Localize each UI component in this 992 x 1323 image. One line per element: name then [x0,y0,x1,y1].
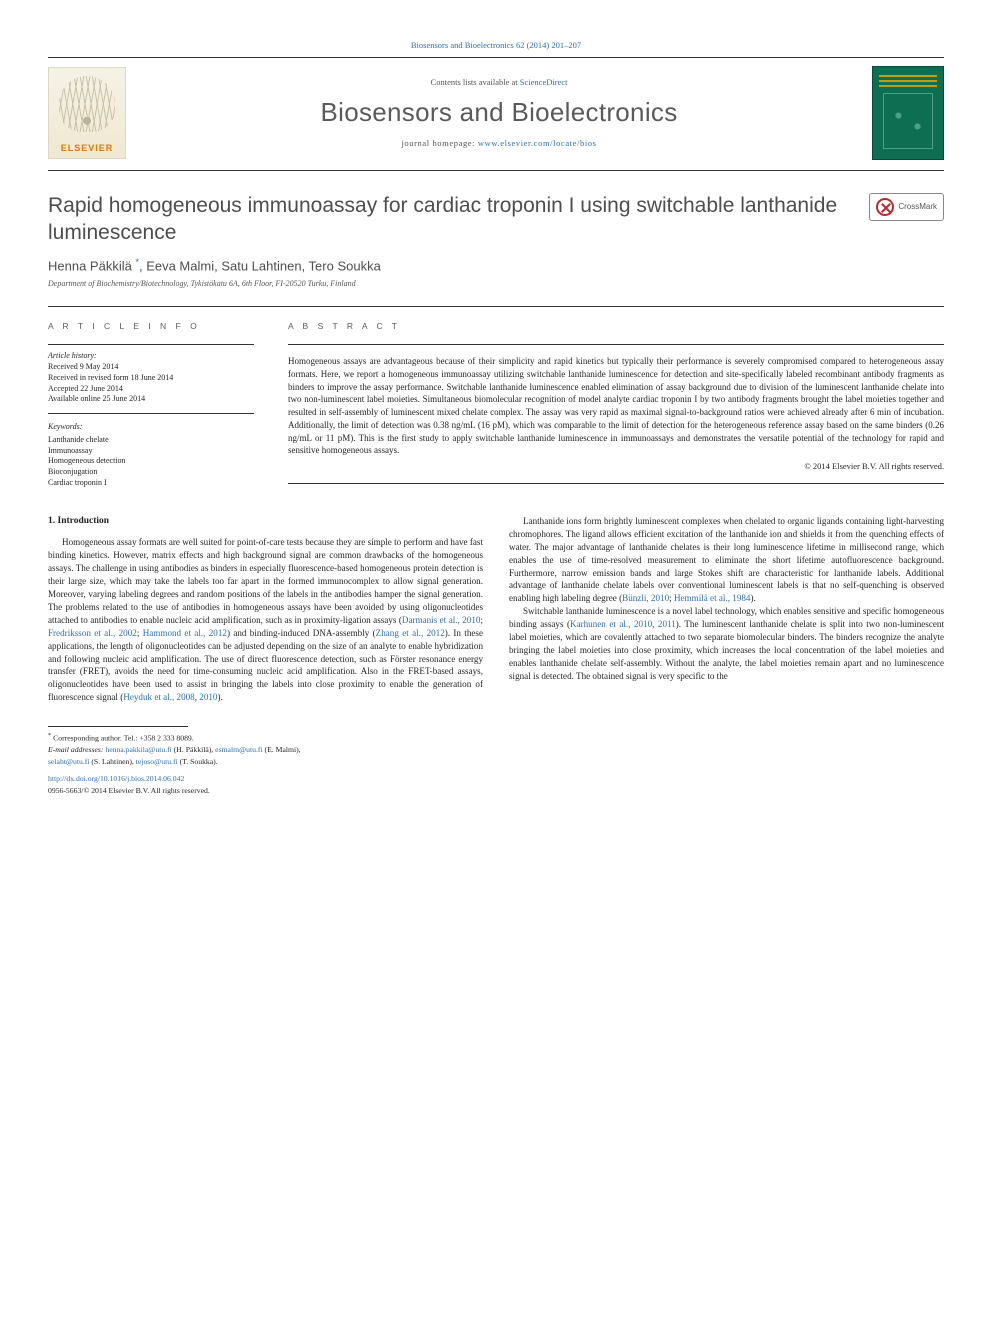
abstract-bottom-rule [288,483,944,484]
corr-text: Corresponding author. Tel.: +358 2 333 8… [53,734,194,743]
authors-rest: , Eeva Malmi, Satu Lahtinen, Tero Soukka [139,258,381,273]
contents-line: Contents lists available at ScienceDirec… [138,77,860,88]
email-link[interactable]: tejoso@utu.fi [136,757,178,766]
footnote-rule [48,726,188,727]
cite-link[interactable]: Heyduk et al., 2008 [123,692,194,702]
email-label: E-mail addresses: [48,745,105,754]
corr-mark-foot: * [48,732,51,739]
body-text: ) and binding-induced DNA-assembly ( [227,628,376,638]
doi-line: http://dx.doi.org/10.1016/j.bios.2014.06… [48,773,944,785]
email-link[interactable]: henna.pakkila@utu.fi [105,745,171,754]
cite-link[interactable]: 2011 [658,619,676,629]
body-para-2: Lanthanide ions form brightly luminescen… [509,515,944,605]
intro-heading: 1. Introduction [48,515,483,528]
cite-link[interactable]: Fredriksson et al., 2002 [48,628,137,638]
history-revised: Received in revised form 18 June 2014 [48,373,254,384]
article-history: Article history: Received 9 May 2014 Rec… [48,344,254,414]
copyright-line: © 2014 Elsevier B.V. All rights reserved… [288,461,944,472]
body-text: ). In these applications, the length of … [48,628,483,703]
publisher-logo[interactable]: ELSEVIER [48,67,126,159]
keyword: Homogeneous detection [48,456,254,467]
keyword: Bioconjugation [48,467,254,478]
author-corresponding[interactable]: Henna Päkkilä [48,258,132,273]
homepage-label: journal homepage: [401,138,477,148]
body-text: ). [217,692,222,702]
keyword: Cardiac troponin I [48,478,254,489]
cite-link[interactable]: Bünzli, 2010 [622,593,669,603]
publisher-name: ELSEVIER [49,142,125,154]
crossmark-button[interactable]: CrossMark [869,193,944,221]
affiliation: Department of Biochemistry/Biotechnology… [48,279,944,290]
cite-link[interactable]: Darmanis et al., 2010 [402,615,481,625]
body-para-3: Switchable lanthanide luminescence is a … [509,605,944,682]
issn-line: 0956-5663/© 2014 Elsevier B.V. All right… [48,785,944,797]
journal-header: ELSEVIER Contents lists available at Sci… [48,57,944,171]
email-name: (H. Päkkilä), [172,745,215,754]
cite-link[interactable]: Zhang et al., 2012 [376,628,445,638]
article-body: 1. Introduction Homogeneous assay format… [48,515,944,704]
keywords: Keywords: Lanthanide chelate Immunoassay… [48,422,254,489]
crossmark-label: CrossMark [898,202,937,213]
journal-citation-link[interactable]: Biosensors and Bioelectronics 62 (2014) … [411,40,581,50]
body-text: ; [480,615,483,625]
article-info: a r t i c l e i n f o Article history: R… [48,321,254,489]
journal-name: Biosensors and Bioelectronics [138,95,860,130]
contents-prefix: Contents lists available at [431,77,520,87]
abstract-text: Homogeneous assays are advantageous beca… [288,355,944,457]
info-heading: a r t i c l e i n f o [48,321,254,332]
crossmark-icon [876,198,894,216]
cite-link[interactable]: Hammond et al., 2012 [143,628,227,638]
keywords-label: Keywords: [48,422,254,433]
homepage-link[interactable]: www.elsevier.com/locate/bios [478,138,597,148]
authors-line: Henna Päkkilä *, Eeva Malmi, Satu Lahtin… [48,256,944,275]
history-online: Available online 25 June 2014 [48,394,254,405]
journal-homepage: journal homepage: www.elsevier.com/locat… [138,138,860,149]
body-text: ). [750,593,755,603]
email-name: (E. Malmi), [263,745,301,754]
history-label: Article history: [48,351,254,362]
doi-link[interactable]: http://dx.doi.org/10.1016/j.bios.2014.06… [48,774,184,783]
email-name: (S. Lahtinen), [89,757,135,766]
email-name: (T. Soukka). [178,757,218,766]
journal-cover-thumb[interactable] [872,66,944,160]
cite-link[interactable]: Hemmilä et al., 1984 [674,593,751,603]
keyword: Lanthanide chelate [48,435,254,446]
info-abstract-row: a r t i c l e i n f o Article history: R… [48,306,944,489]
cite-link[interactable]: Karhunen et al., 2010 [570,619,652,629]
title-row: Rapid homogeneous immunoassay for cardia… [48,193,944,246]
journal-header-center: Contents lists available at ScienceDirec… [126,77,872,149]
email-addresses: E-mail addresses: henna.pakkila@utu.fi (… [48,744,944,767]
keyword: Immunoassay [48,446,254,457]
abstract-top-rule [288,344,944,345]
sciencedirect-link[interactable]: ScienceDirect [520,77,568,87]
email-link[interactable]: esmalm@utu.fi [215,745,262,754]
abstract-heading: a b s t r a c t [288,321,944,332]
article-title: Rapid homogeneous immunoassay for cardia… [48,193,869,246]
body-para-1: Homogeneous assay formats are well suite… [48,536,483,704]
body-text: Homogeneous assay formats are well suite… [48,537,483,624]
history-accepted: Accepted 22 June 2014 [48,384,254,395]
corresponding-author-note: * Corresponding author. Tel.: +358 2 333… [48,731,944,744]
cite-link[interactable]: 2010 [199,692,217,702]
email-link[interactable]: selaht@utu.fi [48,757,89,766]
journal-citation: Biosensors and Bioelectronics 62 (2014) … [48,40,944,51]
body-text: Lanthanide ions form brightly luminescen… [509,516,944,603]
footnotes: * Corresponding author. Tel.: +358 2 333… [48,731,944,796]
abstract-block: a b s t r a c t Homogeneous assays are a… [288,321,944,489]
history-received: Received 9 May 2014 [48,362,254,373]
